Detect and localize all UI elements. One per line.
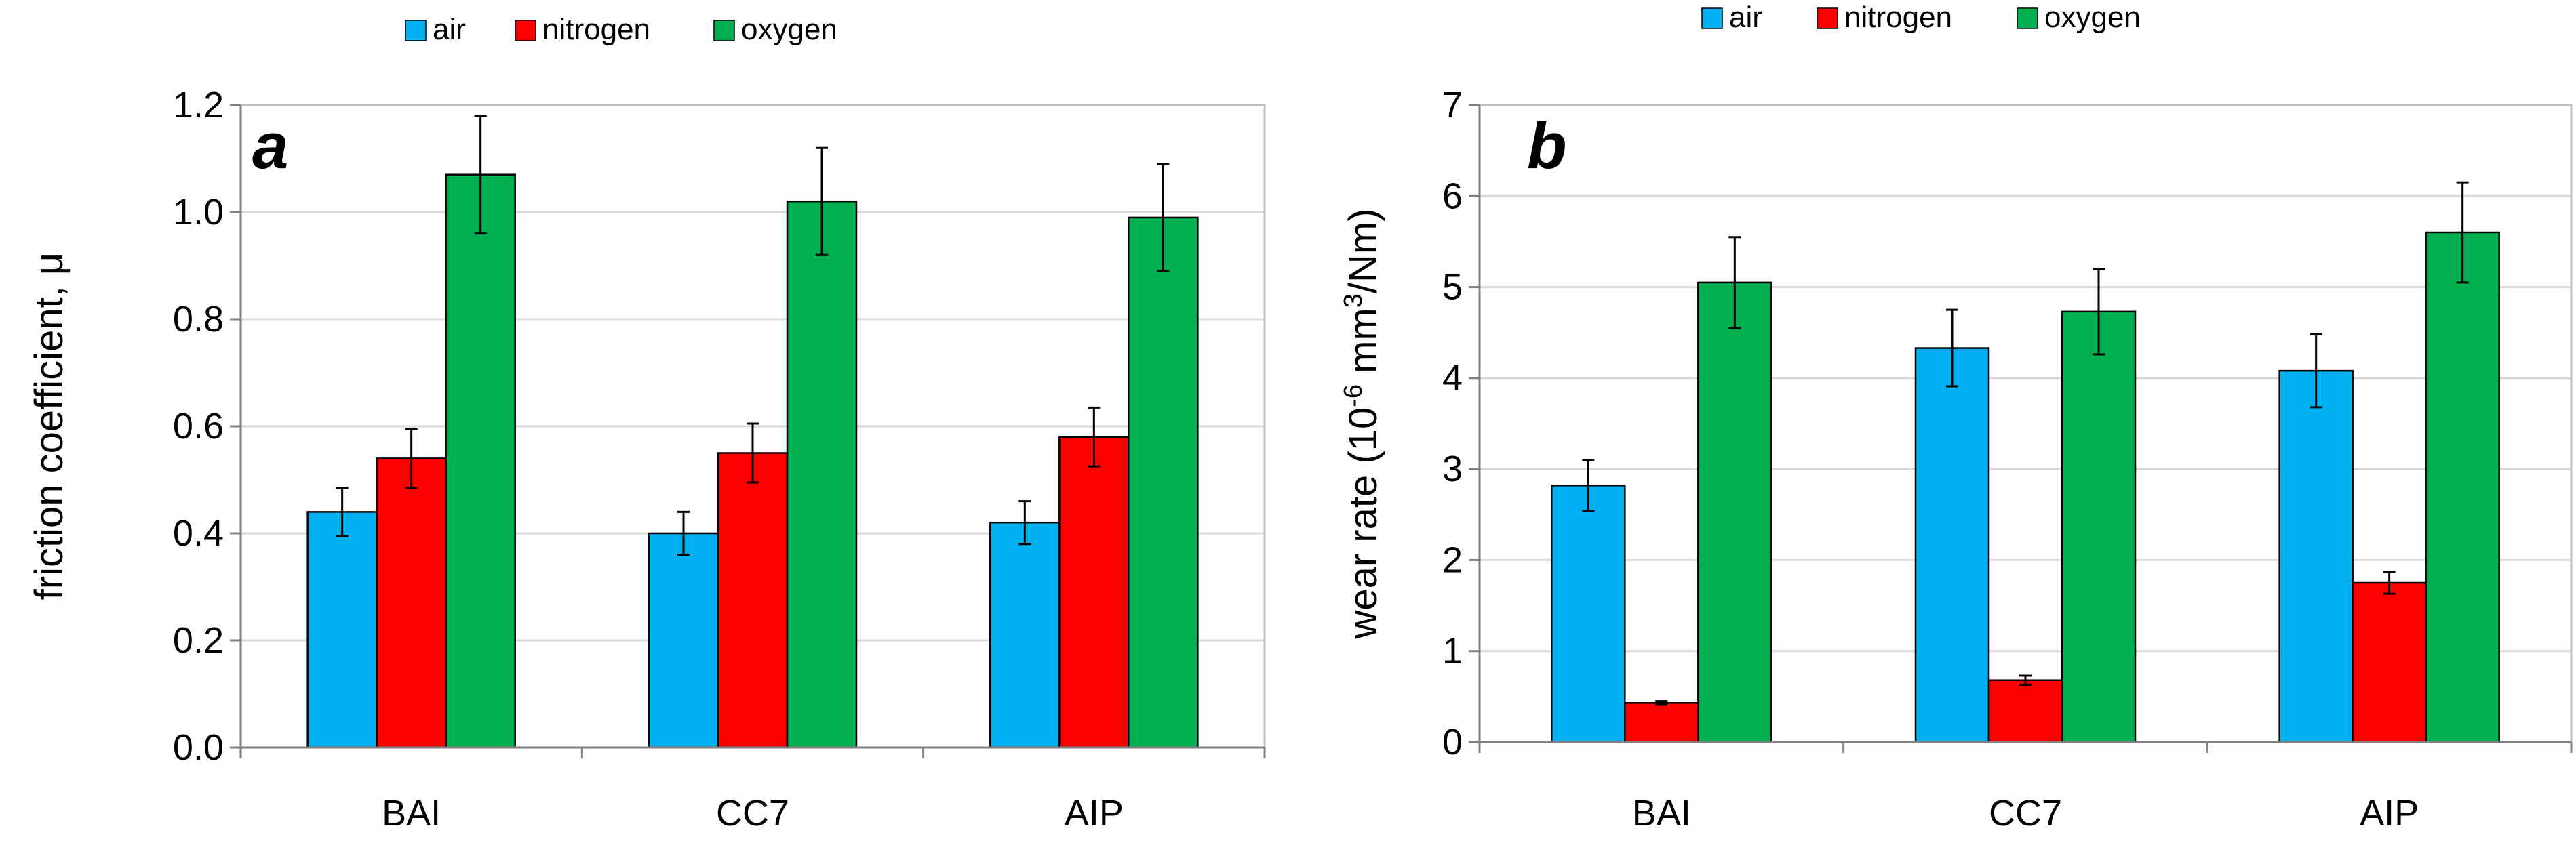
y-label-b-mid: mm xyxy=(1341,308,1385,384)
y-tick-label: 1.2 xyxy=(173,85,224,125)
legend-swatch-oxygen xyxy=(713,20,735,41)
panel-label-a: a xyxy=(252,110,288,182)
y-tick-label: 5 xyxy=(1442,267,1463,308)
bar-oxygen-aip xyxy=(1128,216,1199,749)
y-tick-label: 1.0 xyxy=(173,192,224,232)
bar-nitrogen-cc7 xyxy=(717,452,789,749)
y-tick-label: 0.4 xyxy=(173,513,224,554)
bar-nitrogen-cc7 xyxy=(1987,679,2063,743)
chart-panel-a: 0.0 0.2 0.4 0.6 0.8 1.0 1.2 BAI CC7 AIP a fricti… xyxy=(27,13,1266,834)
x-tick-labels-b: BAI CC7 AIP xyxy=(1478,742,2573,834)
legend-swatch-oxygen xyxy=(2017,7,2038,29)
bars-b xyxy=(1551,181,2500,743)
y-label-b-exp1: -6 xyxy=(1339,384,1368,407)
legend-b: air nitrogen oxygen xyxy=(1701,1,2141,34)
legend-a: air nitrogen oxygen xyxy=(405,13,837,46)
legend-label-air: air xyxy=(1729,1,1762,34)
x-tick-label: AIP xyxy=(1065,793,1124,834)
legend-swatch-air xyxy=(1701,7,1723,29)
bar-air-aip xyxy=(2278,369,2354,743)
bar-oxygen-cc7 xyxy=(2061,310,2137,743)
bar-air-aip xyxy=(989,521,1061,749)
y-label-b-exp2: 3 xyxy=(1339,293,1368,308)
legend-swatch-nitrogen xyxy=(515,20,536,41)
y-tick-label: 0.2 xyxy=(173,620,224,661)
x-tick-label: BAI xyxy=(1632,793,1691,834)
bar-air-bai xyxy=(306,511,378,749)
legend-label-nitrogen: nitrogen xyxy=(542,13,650,46)
x-tick-label: AIP xyxy=(2360,793,2419,834)
y-label-b-suffix: /Nm) xyxy=(1341,208,1385,293)
y-axis-label-a: friction coefficient, μ xyxy=(27,253,71,600)
y-tick-label: 3 xyxy=(1442,449,1463,489)
bar-air-bai xyxy=(1551,485,1626,743)
y-label-b-prefix: wear rate (10 xyxy=(1341,407,1385,640)
bar-nitrogen-bai xyxy=(376,457,447,749)
bar-nitrogen-aip xyxy=(1058,436,1130,749)
y-tick-label: 6 xyxy=(1442,176,1463,216)
legend-label-air: air xyxy=(433,13,466,46)
y-tick-label: 0.8 xyxy=(173,299,224,340)
y-tick-label: 0.0 xyxy=(173,727,224,768)
legend-label-oxygen: oxygen xyxy=(2044,1,2141,34)
bar-nitrogen-aip xyxy=(2352,581,2427,743)
panel-label-b: b xyxy=(1527,110,1567,182)
y-axis-label-b: wear rate (10-6 mm3/Nm) xyxy=(1339,208,1385,639)
bar-oxygen-cc7 xyxy=(786,200,858,749)
legend-label-oxygen: oxygen xyxy=(741,13,837,46)
y-tick-label: 2 xyxy=(1442,539,1463,580)
bar-oxygen-aip xyxy=(2425,231,2500,743)
gridlines-b xyxy=(1480,104,2571,653)
bar-oxygen-bai xyxy=(1697,281,1772,743)
legend-swatch-air xyxy=(405,20,427,41)
y-tick-labels-b: 0 1 2 3 4 5 6 7 xyxy=(1442,85,1480,762)
x-tick-label: BAI xyxy=(382,793,441,834)
x-tick-label: CC7 xyxy=(716,793,789,834)
legend-label-nitrogen: nitrogen xyxy=(1844,1,1952,34)
bar-nitrogen-bai xyxy=(1624,702,1699,743)
y-tick-labels-a: 0.0 0.2 0.4 0.6 0.8 1.0 1.2 xyxy=(173,85,241,768)
x-tick-labels-a: BAI CC7 AIP xyxy=(239,747,1266,834)
y-tick-label: 0 xyxy=(1442,722,1463,762)
bars-a xyxy=(306,115,1199,749)
y-tick-label: 7 xyxy=(1442,85,1463,125)
legend-swatch-nitrogen xyxy=(1817,7,1838,29)
y-tick-label: 4 xyxy=(1442,358,1463,398)
bar-air-cc7 xyxy=(1914,347,1990,743)
y-tick-label: 0.6 xyxy=(173,406,224,447)
bar-air-cc7 xyxy=(648,532,719,749)
y-tick-label: 1 xyxy=(1442,631,1463,672)
bar-oxygen-bai xyxy=(445,173,516,749)
x-tick-label: CC7 xyxy=(1989,793,2062,834)
